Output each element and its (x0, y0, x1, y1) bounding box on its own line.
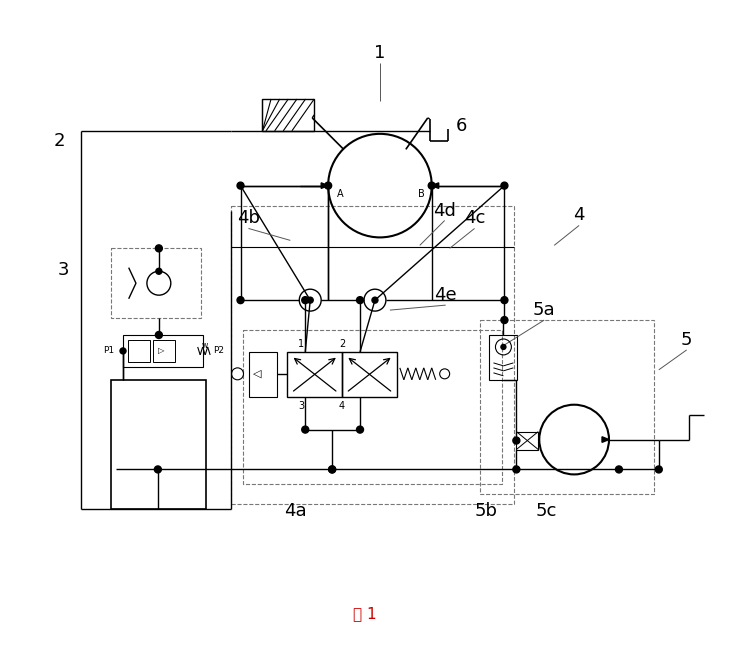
Text: 6: 6 (456, 117, 467, 135)
Bar (242, 330, 502, 484)
Text: w: w (201, 341, 208, 351)
Circle shape (356, 297, 364, 304)
Text: 4: 4 (339, 401, 345, 411)
Text: A: A (337, 188, 343, 198)
Circle shape (501, 297, 508, 304)
Text: 2: 2 (53, 132, 65, 150)
Circle shape (155, 245, 162, 252)
Circle shape (501, 317, 508, 323)
Text: ▷: ▷ (158, 347, 164, 355)
Circle shape (307, 297, 313, 303)
Circle shape (501, 345, 506, 349)
Text: 2: 2 (339, 339, 345, 349)
Text: 4d: 4d (433, 202, 456, 220)
Circle shape (325, 182, 331, 189)
Text: B: B (418, 188, 425, 198)
Text: ◁: ◁ (253, 369, 261, 379)
Circle shape (154, 466, 161, 473)
Bar (262, 99, 314, 131)
Polygon shape (431, 183, 439, 188)
Circle shape (156, 269, 162, 275)
Circle shape (328, 466, 336, 473)
Circle shape (615, 466, 623, 473)
Circle shape (429, 182, 435, 189)
Circle shape (155, 331, 162, 339)
Text: 5b: 5b (475, 502, 498, 520)
Circle shape (501, 182, 508, 189)
Bar (490, 335, 518, 380)
Text: 5c: 5c (536, 502, 557, 520)
Circle shape (513, 466, 520, 473)
Text: 3: 3 (298, 401, 304, 411)
Circle shape (513, 437, 520, 444)
Circle shape (120, 348, 126, 354)
Bar (516, 432, 538, 450)
Text: 4c: 4c (464, 210, 485, 228)
Bar (480, 320, 654, 494)
Text: 5: 5 (681, 331, 693, 349)
Text: 4e: 4e (434, 286, 457, 304)
Bar (128, 340, 150, 362)
Text: 5a: 5a (533, 301, 556, 319)
Text: 图 1: 图 1 (353, 607, 377, 621)
Bar (288, 352, 342, 397)
Circle shape (356, 426, 364, 433)
Circle shape (301, 297, 309, 304)
Text: 1: 1 (374, 44, 385, 62)
Circle shape (328, 466, 336, 473)
Bar (153, 340, 174, 362)
Bar (342, 352, 397, 397)
Text: 1: 1 (298, 339, 304, 349)
Polygon shape (321, 183, 328, 188)
Polygon shape (602, 437, 609, 442)
Circle shape (301, 426, 309, 433)
Circle shape (656, 466, 662, 473)
Text: 4a: 4a (284, 502, 307, 520)
Text: P1: P1 (104, 347, 115, 355)
Text: 4b: 4b (237, 210, 260, 228)
Bar (111, 248, 201, 318)
Bar (250, 352, 277, 397)
Bar (111, 380, 206, 509)
Text: 3: 3 (58, 261, 69, 279)
Text: 4: 4 (573, 206, 585, 224)
Bar (231, 206, 515, 504)
Circle shape (237, 182, 244, 189)
Circle shape (237, 297, 244, 304)
Text: P2: P2 (213, 347, 224, 355)
Circle shape (372, 297, 378, 303)
Bar (123, 335, 203, 367)
